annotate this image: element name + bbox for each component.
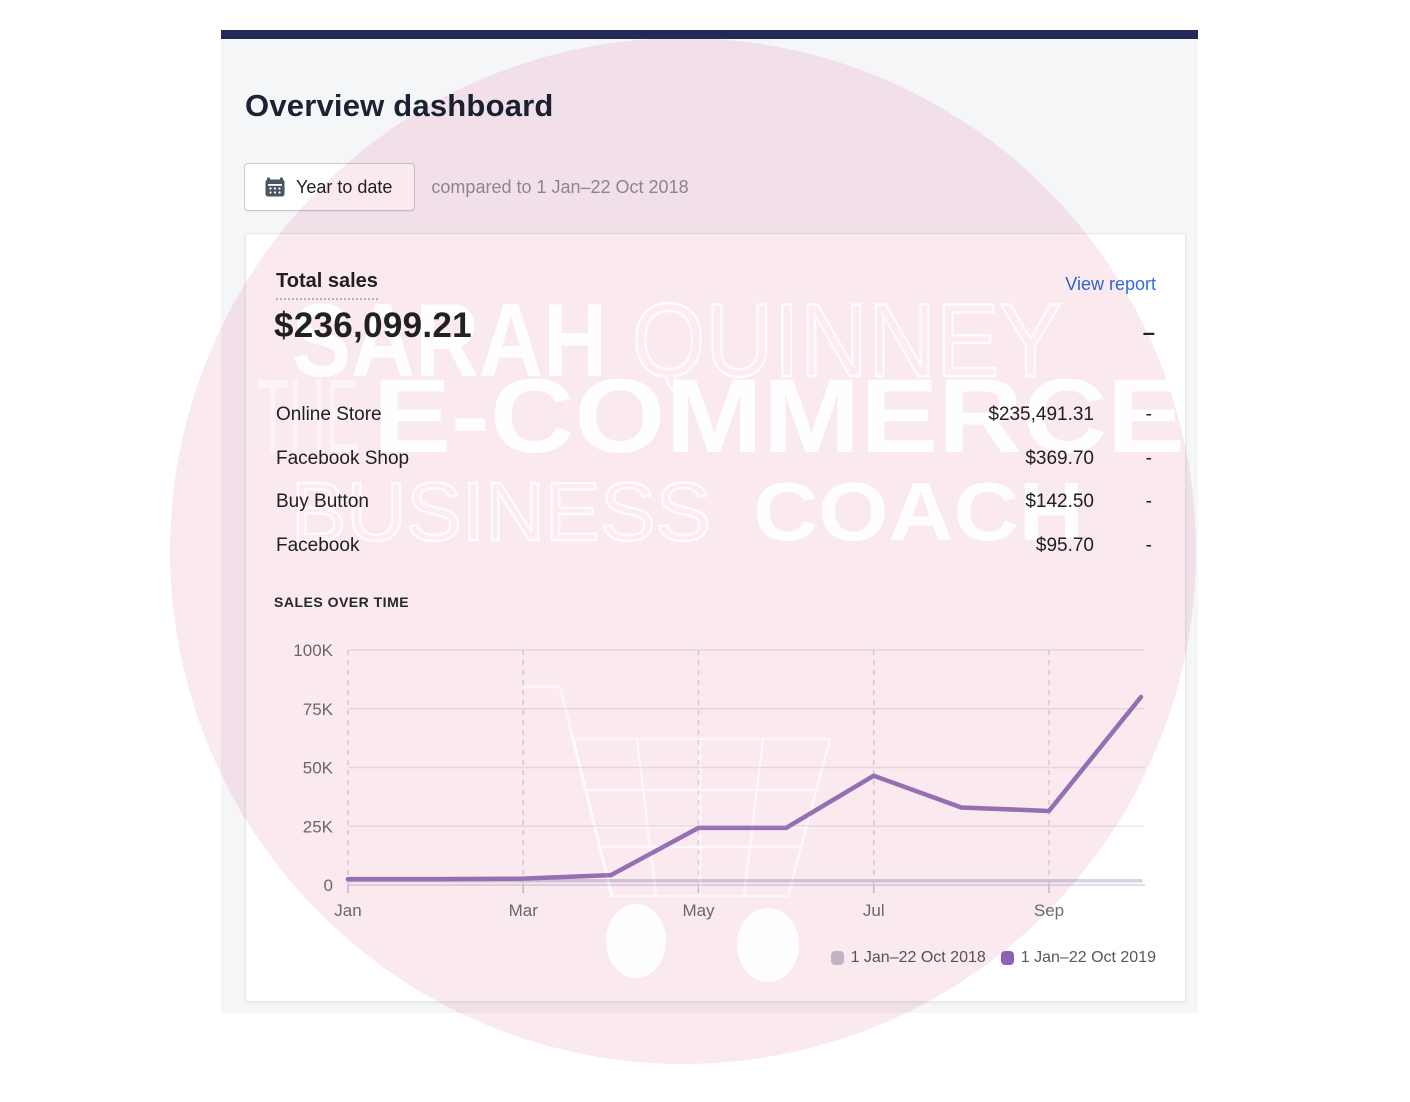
legend-swatch-2019 [1000,951,1014,965]
channel-label: Facebook [276,534,360,556]
content-column: Overview dashboard Year to date compared… [221,30,1198,1013]
legend-swatch-2018 [830,951,844,965]
channel-value: $95.70 [1035,534,1094,556]
channel-delta: - [1145,447,1152,469]
channel-label: Online Store [276,404,382,425]
top-navy-bar [221,30,1198,39]
channel-value: $235,491.31 [988,404,1094,425]
channel-label: Buy Button [276,491,369,512]
chart-section-title: SALES OVER TIME [274,594,410,610]
date-range-button[interactable]: Year to date [244,163,416,211]
legend-item-2019: 1 Jan–22 Oct 2019 [1000,949,1156,967]
total-sales-card: Total sales View report $236,099.21 – On… [245,233,1186,1002]
card-title[interactable]: Total sales [276,270,378,300]
table-row: Facebook $95.70 - [246,528,1185,572]
legend-label-2018: 1 Jan–22 Oct 2018 [850,949,986,966]
table-row: Online Store $235,491.31 - [246,397,1185,441]
view-report-link[interactable]: View report [1065,274,1156,294]
chart-legend: 1 Jan–22 Oct 2018 1 Jan–22 Oct 2019 [830,949,1156,967]
total-sales-value: $236,099.21 [274,306,472,345]
channel-delta: - [1145,534,1152,556]
channel-label: Facebook Shop [276,447,410,469]
date-controls: Year to date compared to 1 Jan–22 Oct 20… [244,163,689,211]
calendar-icon [265,177,285,197]
channel-value: $142.50 [1025,491,1094,512]
date-range-label: Year to date [296,176,393,197]
total-sales-delta: – [1142,320,1155,345]
legend-label-2019: 1 Jan–22 Oct 2019 [1020,949,1156,966]
table-row: Buy Button $142.50 - [246,484,1185,528]
legend-item-2018: 1 Jan–22 Oct 2018 [830,949,986,967]
channel-value: $369.70 [1025,447,1094,469]
sales-channel-rows: Online Store $235,491.31 - Facebook Shop… [246,397,1185,571]
table-row: Facebook Shop $369.70 - [246,441,1185,485]
channel-delta: - [1145,404,1152,425]
channel-delta: - [1145,491,1152,512]
page-title: Overview dashboard [245,88,554,123]
compare-period-text: compared to 1 Jan–22 Oct 2018 [431,176,689,197]
